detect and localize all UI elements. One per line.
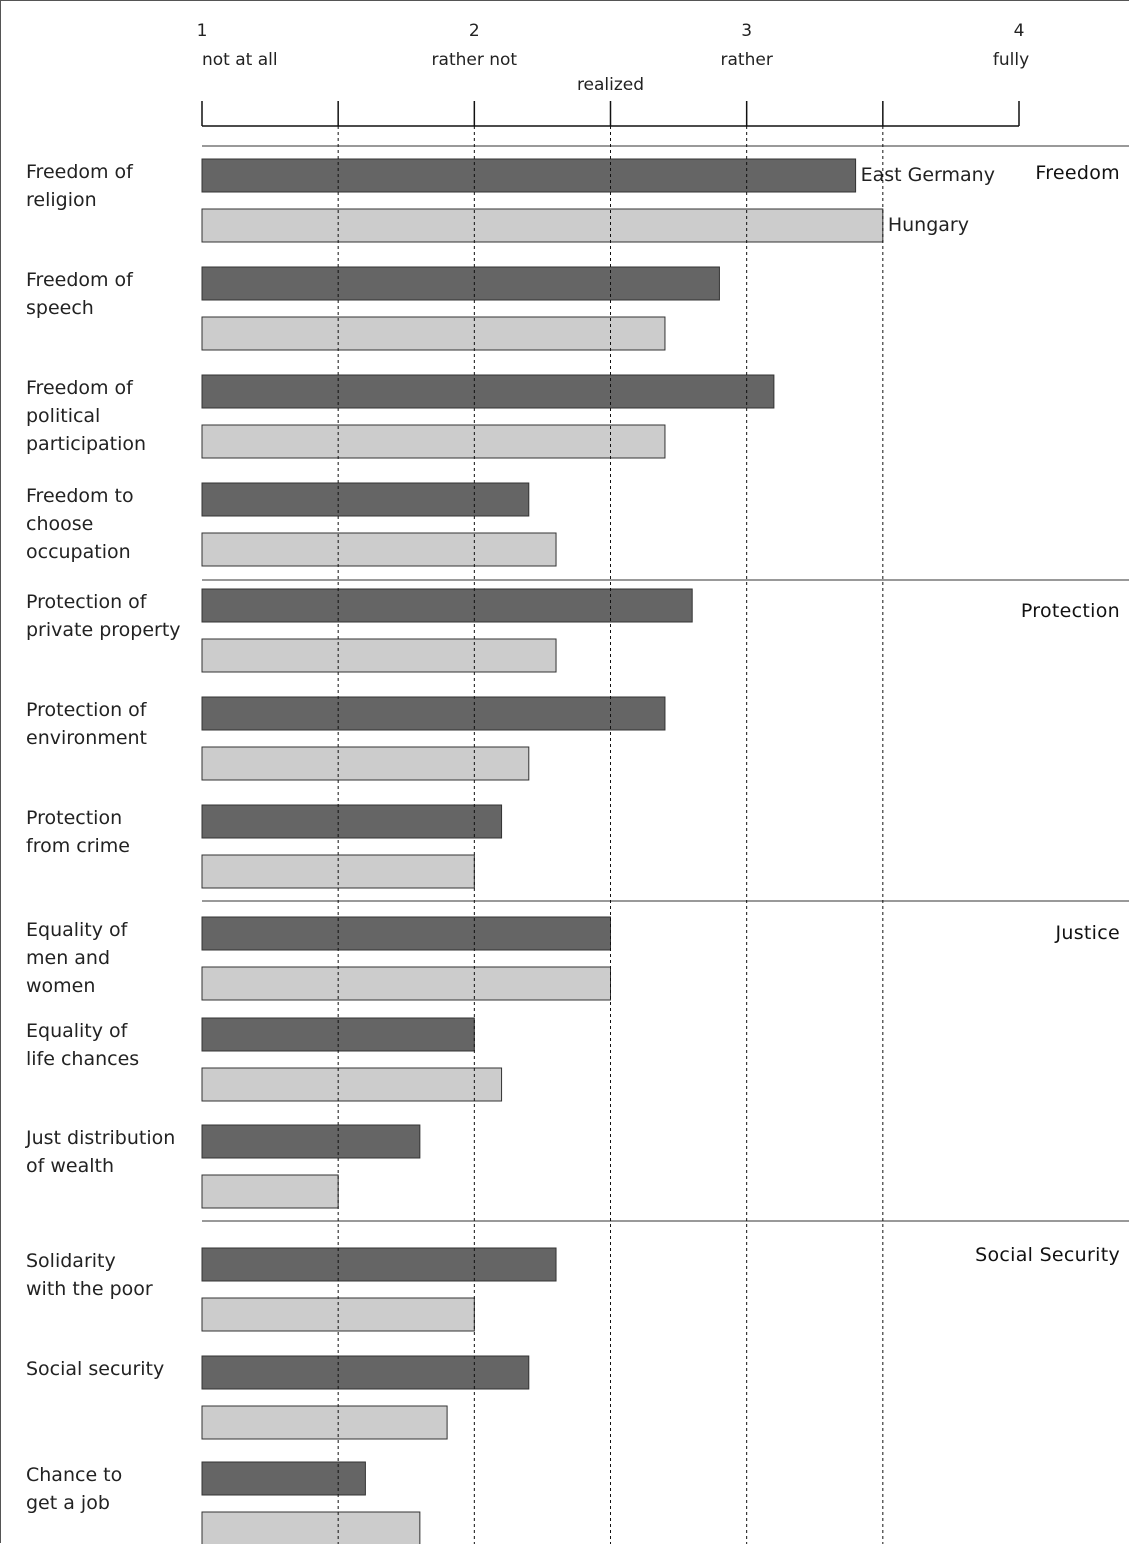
bar-east-germany — [201, 1124, 421, 1159]
series-label: East Germany — [861, 164, 995, 186]
scale-label: rather not — [432, 50, 518, 70]
bar-east-germany — [201, 482, 530, 517]
scale-label: rather — [721, 50, 773, 70]
bar-east-germany — [201, 374, 775, 409]
category-label: Protection of — [26, 591, 148, 613]
scale-number: 1 — [197, 21, 208, 41]
scale-label: fully — [993, 50, 1029, 70]
category-label: participation — [26, 433, 146, 455]
series-label: Hungary — [888, 214, 969, 236]
category-label: political — [26, 405, 100, 427]
category-label: Protection — [26, 807, 122, 829]
bar-east-germany — [201, 1461, 366, 1496]
bar-east-germany — [201, 588, 693, 623]
bar-hungary — [201, 1405, 448, 1440]
category-label: life chances — [26, 1048, 139, 1070]
bar-hungary — [201, 532, 557, 567]
bar-hungary — [201, 966, 611, 1001]
scale-number: 4 — [1014, 21, 1025, 41]
group-label: Freedom — [1035, 162, 1120, 184]
category-label: private property — [26, 619, 181, 641]
category-label: from crime — [26, 835, 130, 857]
bar-east-germany — [201, 1355, 530, 1390]
group-label: Justice — [1054, 922, 1120, 944]
category-label: speech — [26, 297, 94, 319]
scale-label: not at all — [202, 50, 278, 70]
category-label: women — [26, 975, 95, 997]
category-label: Protection of — [26, 699, 148, 721]
category-label: get a job — [26, 1492, 110, 1514]
bar-hungary — [201, 316, 666, 351]
bar-hungary — [201, 1174, 339, 1209]
category-label: Freedom of — [26, 269, 134, 291]
bar-hungary — [201, 424, 666, 459]
category-label: choose — [26, 513, 93, 535]
category-label: Freedom of — [26, 161, 134, 183]
category-label: of wealth — [26, 1155, 114, 1177]
bar-east-germany — [201, 696, 666, 731]
category-label: Social security — [26, 1358, 164, 1380]
group-label: Protection — [1021, 600, 1120, 622]
scale-number: 2 — [469, 21, 480, 41]
category-label: Just distribution — [25, 1127, 175, 1149]
category-label: men and — [26, 947, 110, 969]
scale-number: 3 — [741, 21, 752, 41]
bar-hungary — [201, 1511, 421, 1544]
bar-hungary — [201, 746, 530, 781]
bar-east-germany — [201, 1247, 557, 1282]
scale-label: realized — [577, 75, 644, 95]
bar-hungary — [201, 1067, 503, 1102]
bar-east-germany — [201, 266, 720, 301]
bar-east-germany — [201, 916, 611, 951]
category-label: Chance to — [26, 1464, 122, 1486]
category-label: Solidarity — [26, 1250, 116, 1272]
category-label: Equality of — [26, 919, 129, 941]
category-label: occupation — [26, 541, 131, 563]
bar-east-germany — [201, 804, 503, 839]
category-label: environment — [26, 727, 147, 749]
group-label: Social Security — [975, 1244, 1120, 1266]
category-label: Freedom of — [26, 377, 134, 399]
category-label: Equality of — [26, 1020, 129, 1042]
bar-hungary — [201, 638, 557, 673]
category-label: with the poor — [26, 1278, 153, 1300]
category-label: religion — [26, 189, 97, 211]
category-label: Freedom to — [26, 485, 134, 507]
bar-east-germany — [201, 158, 857, 193]
bar-hungary — [201, 208, 884, 243]
